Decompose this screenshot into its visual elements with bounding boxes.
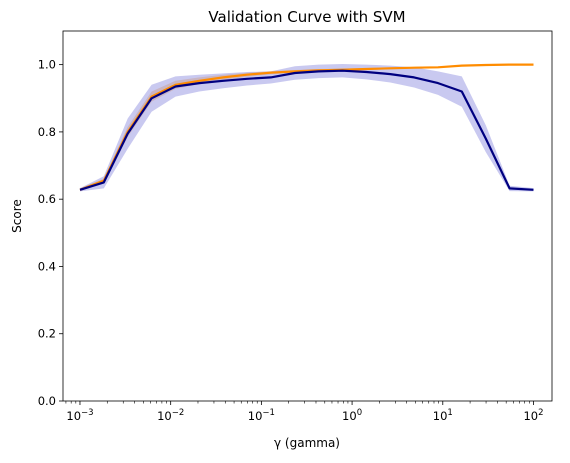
x-axis-label: γ (gamma) — [274, 436, 340, 450]
plot-area-frame — [62, 30, 553, 402]
series-0-band — [80, 64, 534, 192]
x-tick-label: 102 — [523, 408, 543, 423]
x-tick-label: 101 — [433, 408, 453, 423]
x-tick-label: 10−2 — [157, 408, 184, 423]
y-tick-label: 0.4 — [38, 259, 56, 273]
series-0-line — [79, 63, 534, 191]
y-tick-label: 0.8 — [38, 125, 56, 139]
x-tick-label: 10−3 — [66, 408, 93, 423]
y-tick-label: 0.2 — [38, 327, 56, 341]
x-tick-label: 10−1 — [248, 408, 275, 423]
y-tick-label: 0.6 — [38, 192, 56, 206]
series-1-line — [79, 69, 534, 191]
chart-title: Validation Curve with SVM — [208, 8, 405, 26]
y-axis-label: Score — [10, 199, 24, 233]
series-1-band — [80, 64, 534, 192]
y-tick-label: 1.0 — [38, 58, 56, 72]
x-tick-label: 100 — [342, 408, 362, 423]
y-tick-label: 0.0 — [38, 394, 56, 408]
